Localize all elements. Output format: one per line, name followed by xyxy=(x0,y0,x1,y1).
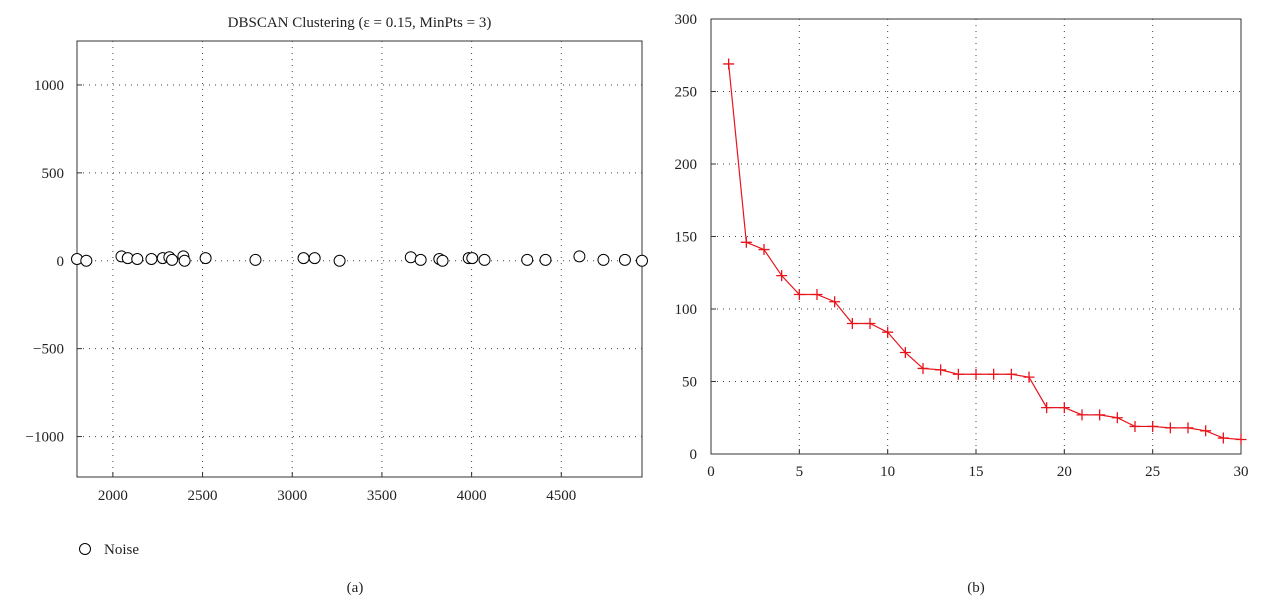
data-point-marker xyxy=(935,364,947,376)
data-point-marker xyxy=(846,318,858,329)
data-point-marker xyxy=(970,368,982,380)
noise-point xyxy=(333,254,346,267)
noise-point xyxy=(414,253,427,266)
x-tick-label: 3500 xyxy=(367,488,397,504)
chart-title: DBSCAN Clustering (ε = 0.15, MinPts = 3) xyxy=(228,15,492,31)
data-point-marker xyxy=(1111,412,1123,424)
data-point-marker xyxy=(1147,420,1159,432)
legend-marker-noise xyxy=(79,543,91,555)
data-point-marker xyxy=(864,318,876,329)
grid-a xyxy=(77,41,642,477)
data-point-marker xyxy=(882,326,894,338)
y-tick-label: 50 xyxy=(682,375,697,391)
x-tick-label: 4000 xyxy=(457,488,487,504)
noise-point xyxy=(308,252,321,265)
noise-point xyxy=(166,253,179,266)
data-point-marker xyxy=(1005,368,1017,380)
data-point-marker xyxy=(952,368,964,380)
series-markers xyxy=(723,58,1247,445)
panel-label-b: (b) xyxy=(967,580,985,596)
x-tick-label: 15 xyxy=(969,464,984,480)
legend-label-noise: Noise xyxy=(104,542,139,558)
data-point-marker xyxy=(1023,371,1035,383)
noise-point xyxy=(573,250,586,263)
x-tick-label: 5 xyxy=(796,464,804,480)
noise-point xyxy=(199,252,212,265)
series-line xyxy=(728,63,1242,441)
noise-point xyxy=(436,254,449,267)
y-tick-label: 0 xyxy=(690,447,698,463)
noise-points xyxy=(71,250,648,267)
y-tick-label: −500 xyxy=(33,342,64,358)
data-point-marker xyxy=(1182,422,1194,434)
data-point-marker xyxy=(776,270,788,282)
y-tick-label: 100 xyxy=(675,302,698,318)
data-point-marker xyxy=(917,362,929,374)
data-point-marker xyxy=(1200,425,1212,437)
data-point-marker xyxy=(723,58,735,70)
y-tick-label: −1000 xyxy=(26,430,64,446)
y-tick-label: 250 xyxy=(675,85,698,101)
panel-label-a: (a) xyxy=(347,580,364,596)
noise-point xyxy=(597,253,610,266)
noise-point xyxy=(478,253,491,266)
x-tick-label: 10 xyxy=(880,464,895,480)
noise-point xyxy=(131,253,144,265)
data-point-marker xyxy=(758,244,770,256)
y-tick-label: 500 xyxy=(42,166,65,182)
data-point-marker xyxy=(1076,409,1088,421)
data-point-marker xyxy=(1235,434,1247,445)
y-tick-label: 0 xyxy=(57,254,65,270)
data-point-marker xyxy=(1094,409,1106,421)
noise-point xyxy=(466,252,479,265)
y-tick-label: 150 xyxy=(675,230,698,246)
x-tick-label: 20 xyxy=(1057,464,1072,480)
data-point-marker xyxy=(1129,420,1141,432)
noise-point xyxy=(297,252,310,265)
data-point-marker xyxy=(1164,422,1176,434)
noise-point xyxy=(145,253,158,265)
legend: Noise xyxy=(79,542,139,558)
data-point-marker xyxy=(829,296,841,308)
data-point-marker xyxy=(988,368,1000,380)
data-point-marker xyxy=(811,289,823,300)
x-tick-label: 30 xyxy=(1234,464,1249,480)
x-tick-label: 3000 xyxy=(277,488,307,504)
noise-point xyxy=(178,254,191,267)
y-tick-label: 300 xyxy=(675,12,698,28)
y-tick-label: 1000 xyxy=(34,78,64,94)
y-tick-label: 200 xyxy=(675,157,698,173)
x-tick-label: 2500 xyxy=(188,488,218,504)
noise-point xyxy=(80,254,93,267)
data-point-marker xyxy=(1217,432,1229,444)
noise-point xyxy=(249,253,262,266)
grid-b xyxy=(711,19,1241,454)
data-point-marker xyxy=(899,347,911,358)
data-point-marker xyxy=(1058,402,1070,414)
x-tick-label: 0 xyxy=(707,464,715,480)
noise-point xyxy=(404,251,417,264)
data-point-marker xyxy=(793,289,805,300)
noise-point xyxy=(618,253,631,266)
noise-point xyxy=(636,254,648,267)
data-point-marker xyxy=(740,236,752,248)
x-tick-label: 25 xyxy=(1145,464,1160,480)
ticks-a: 2000 2500 3000 3500 4000 4500 1000 500 0 −500 −100… xyxy=(26,78,577,504)
x-tick-label: 4500 xyxy=(546,488,576,504)
data-point-marker xyxy=(1041,402,1053,414)
panel-a-scatter: DBSCAN Clustering (ε = 0.15, MinPts = 3)… xyxy=(26,15,648,596)
noise-point xyxy=(521,253,534,266)
x-tick-label: 2000 xyxy=(98,488,128,504)
noise-point xyxy=(539,253,552,266)
